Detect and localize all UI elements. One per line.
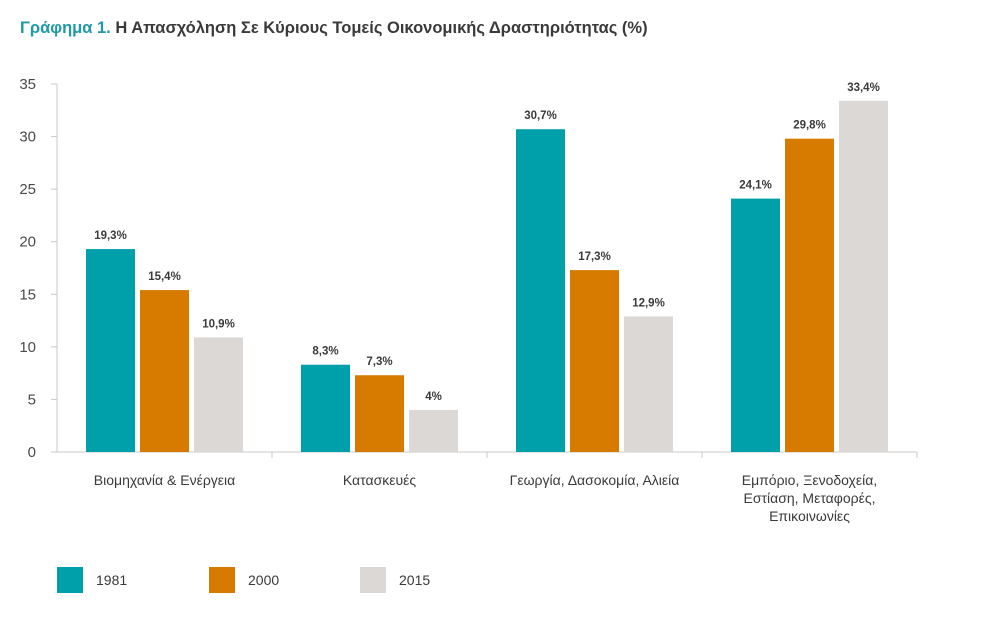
bar xyxy=(409,409,458,452)
bar xyxy=(86,249,135,452)
bar xyxy=(785,138,834,452)
data-label: 8,3% xyxy=(312,346,338,358)
bar xyxy=(839,100,888,452)
legend-swatch xyxy=(360,567,386,593)
y-tick-label: 20 xyxy=(19,234,36,251)
bar xyxy=(301,364,350,452)
x-category-label-line: Επικοινωνίες xyxy=(769,508,850,524)
x-category-label: Βιομηχανία & Ενέργεια xyxy=(94,472,235,488)
y-tick-label: 10 xyxy=(19,339,36,356)
data-label: 7,3% xyxy=(366,356,392,368)
data-label: 15,4% xyxy=(148,271,181,283)
x-category-label: Κατασκευές xyxy=(343,472,416,488)
y-tick-label: 0 xyxy=(28,444,36,461)
chart-title-text: Η Απασχόληση Σε Κύριους Τομείς Οικονομικ… xyxy=(115,19,648,37)
x-category-label-line: Εμπόριο, Ξενοδοχεία, xyxy=(742,472,878,488)
bar xyxy=(194,337,243,452)
legend-label: 1981 xyxy=(96,572,127,588)
x-category-label: Εμπόριο, Ξενοδοχεία, Εστίαση, Μεταφορές, Ε… xyxy=(742,472,878,524)
chart-title-label: Γράφημα 1. xyxy=(20,19,111,37)
data-label: 19,3% xyxy=(94,230,127,242)
legend-label: 2015 xyxy=(399,572,430,588)
x-category-label-line: Γεωργία, Δασοκομία, Αλιεία xyxy=(510,472,680,488)
y-tick-label: 35 xyxy=(19,76,36,93)
data-label: 17,3% xyxy=(578,251,611,263)
data-label: 4% xyxy=(425,391,442,403)
bar xyxy=(140,290,189,452)
x-category-label-line: Βιομηχανία & Ενέργεια xyxy=(94,472,235,488)
data-label: 12,9% xyxy=(632,297,665,309)
y-tick-label: 25 xyxy=(19,181,36,198)
data-label: 10,9% xyxy=(202,318,235,330)
bar xyxy=(570,270,619,452)
bar xyxy=(516,129,565,452)
data-label: 24,1% xyxy=(739,180,772,192)
legend-swatch xyxy=(57,567,83,593)
y-tick-label: 15 xyxy=(19,286,36,303)
legend-swatch xyxy=(209,567,235,593)
x-category-label-line: Κατασκευές xyxy=(343,472,416,488)
bar xyxy=(624,316,673,452)
x-category-label: Γεωργία, Δασοκομία, Αλιεία xyxy=(510,472,680,488)
legend-label: 2000 xyxy=(248,572,279,588)
y-tick-label: 30 xyxy=(19,129,36,146)
data-label: 29,8% xyxy=(793,120,826,132)
bar xyxy=(355,375,404,452)
x-category-label-line: Εστίαση, Μεταφορές, xyxy=(744,490,876,506)
y-tick-label: 5 xyxy=(28,391,36,408)
data-label: 30,7% xyxy=(524,110,557,122)
data-label: 33,4% xyxy=(847,82,880,94)
chart-title: Γράφημα 1. Η Απασχόληση Σε Κύριους Τομεί… xyxy=(20,19,648,38)
bar xyxy=(731,198,780,452)
